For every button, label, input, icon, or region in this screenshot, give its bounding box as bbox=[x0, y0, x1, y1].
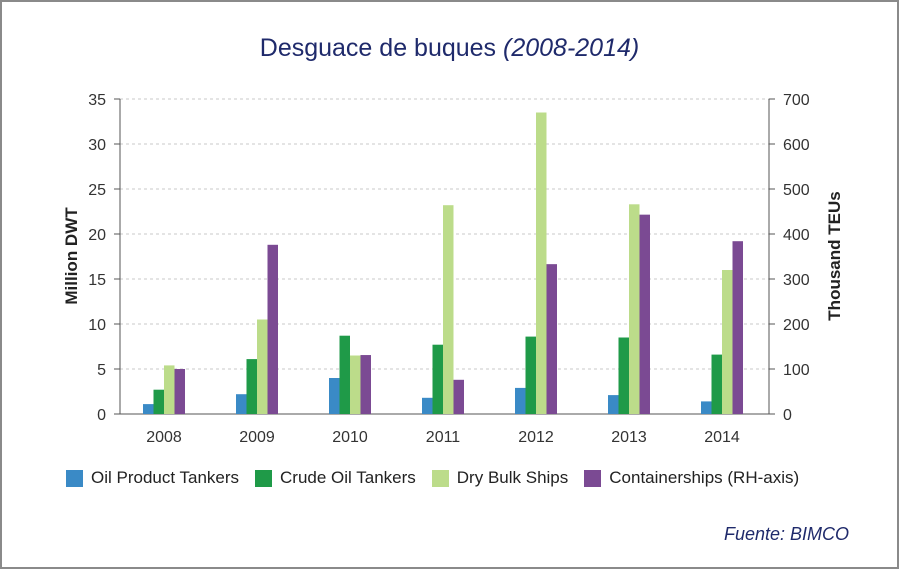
bar-containerships-rh-axis bbox=[174, 369, 185, 414]
bar-containerships-rh-axis bbox=[732, 241, 743, 414]
x-axis-tick-label: 2011 bbox=[426, 429, 461, 446]
y-axis-right-title: Thousand TEUs bbox=[825, 191, 844, 320]
bar-containerships-rh-axis bbox=[639, 214, 650, 414]
bar-crude-oil-tankers bbox=[432, 344, 443, 414]
legend-label: Oil Product Tankers bbox=[91, 468, 240, 487]
bar-crude-oil-tankers bbox=[153, 389, 164, 414]
bar-oil-product-tankers bbox=[701, 401, 712, 414]
x-axis-tick-label: 2013 bbox=[611, 429, 647, 446]
right-axis-tick-label: 700 bbox=[783, 92, 810, 109]
legend-swatch bbox=[584, 469, 602, 487]
bar-crude-oil-tankers bbox=[711, 354, 722, 414]
bar-containerships-rh-axis bbox=[453, 379, 464, 414]
bar-crude-oil-tankers bbox=[339, 335, 350, 414]
bar-containerships-rh-axis bbox=[546, 264, 557, 414]
chart-title-years: (2008-2014) bbox=[503, 34, 640, 62]
bar-dry-bulk-ships bbox=[257, 319, 268, 414]
legend-swatch bbox=[66, 469, 83, 487]
left-axis-tick-label: 15 bbox=[88, 272, 106, 289]
bar-oil-product-tankers bbox=[608, 395, 619, 414]
bar-oil-product-tankers bbox=[329, 378, 340, 414]
x-axis-tick-label: 2008 bbox=[146, 429, 182, 446]
legend-swatch bbox=[431, 469, 449, 487]
left-axis-tick-label: 0 bbox=[97, 407, 106, 424]
source-note: Fuente: BIMCO bbox=[723, 524, 849, 544]
right-axis-tick-label: 0 bbox=[783, 407, 792, 424]
left-axis-tick-label: 25 bbox=[88, 182, 106, 199]
bar-crude-oil-tankers bbox=[525, 336, 536, 414]
right-axis-tick-label: 300 bbox=[783, 272, 810, 289]
left-axis-tick-label: 10 bbox=[88, 317, 106, 334]
chart-title: Desguace de buques (2008-2014) bbox=[0, 34, 899, 63]
bar-oil-product-tankers bbox=[515, 387, 526, 414]
legend-item: Crude Oil Tankers bbox=[255, 468, 416, 488]
bar-crude-oil-tankers bbox=[618, 337, 629, 414]
x-axis-tick-label: 2009 bbox=[239, 429, 275, 446]
x-axis-tick-label: 2012 bbox=[518, 429, 554, 446]
left-axis-tick-label: 20 bbox=[88, 227, 106, 244]
bar-crude-oil-tankers bbox=[246, 359, 257, 414]
y-axis-title: Million DWT bbox=[62, 207, 81, 305]
legend-label: Dry Bulk Ships bbox=[456, 468, 569, 487]
bar-dry-bulk-ships bbox=[536, 112, 547, 414]
bar-dry-bulk-ships bbox=[443, 205, 454, 414]
legend-item: Oil Product Tankers bbox=[66, 468, 239, 488]
x-axis-tick-label: 2014 bbox=[704, 429, 740, 446]
x-axis-tick-label: 2010 bbox=[332, 429, 368, 446]
right-axis-tick-label: 500 bbox=[783, 182, 810, 199]
right-axis-tick-label: 200 bbox=[783, 317, 810, 334]
right-axis-tick-label: 400 bbox=[783, 227, 810, 244]
bar-oil-product-tankers bbox=[143, 404, 154, 414]
bar-dry-bulk-ships bbox=[350, 355, 361, 414]
chart-title-main: Desguace de buques bbox=[259, 34, 497, 62]
bar-oil-product-tankers bbox=[236, 394, 247, 414]
bar-oil-product-tankers bbox=[422, 397, 433, 414]
legend-item: Containerships (RH-axis) bbox=[584, 468, 799, 488]
legend-swatch bbox=[255, 469, 273, 487]
left-axis-tick-label: 30 bbox=[88, 137, 106, 154]
chart-legend: Oil Product Tankers Crude Oil Tankers Dry … bbox=[66, 468, 815, 488]
bar-dry-bulk-ships bbox=[629, 204, 640, 414]
legend-item: Dry Bulk Ships bbox=[431, 468, 569, 488]
legend-label: Containerships (RH-axis) bbox=[609, 468, 800, 487]
right-axis-tick-label: 100 bbox=[783, 362, 810, 379]
bar-containerships-rh-axis bbox=[267, 244, 278, 414]
legend-label: Crude Oil Tankers bbox=[280, 468, 416, 487]
bar-dry-bulk-ships bbox=[722, 270, 733, 414]
right-axis-tick-label: 600 bbox=[783, 137, 810, 154]
left-axis-tick-label: 35 bbox=[88, 92, 106, 109]
bar-containerships-rh-axis bbox=[360, 355, 371, 414]
bar-dry-bulk-ships bbox=[164, 365, 175, 414]
left-axis-tick-label: 5 bbox=[97, 362, 106, 379]
